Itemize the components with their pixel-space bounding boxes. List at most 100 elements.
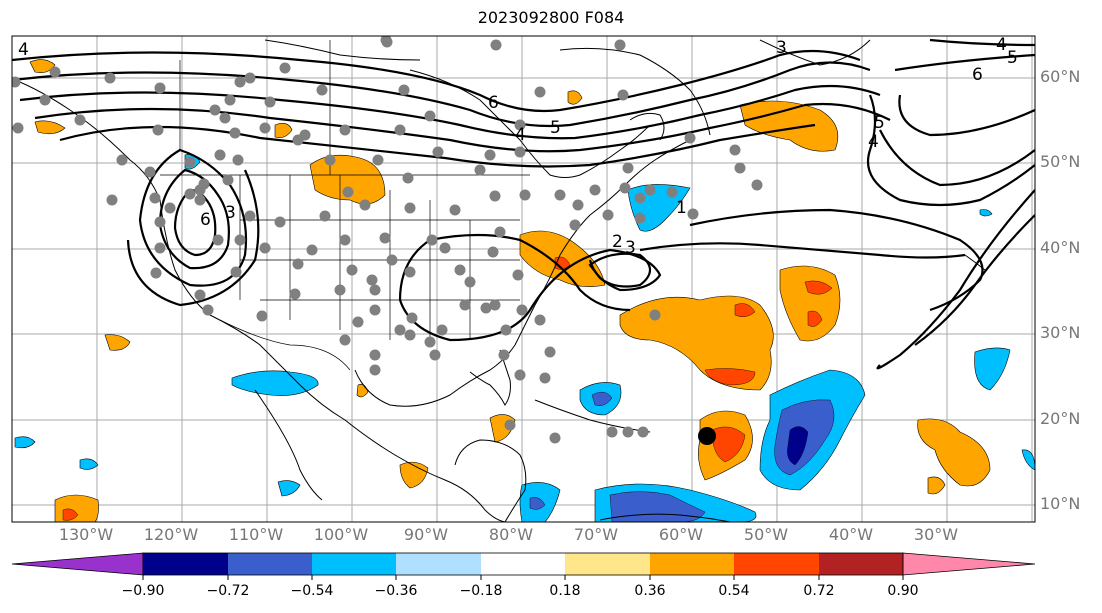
station-dot [622, 426, 634, 438]
station-dot [12, 122, 24, 134]
station-dot [500, 324, 512, 336]
anomaly-region [104, 334, 131, 351]
contour-label: 6 [972, 65, 983, 85]
station-dot [152, 124, 164, 136]
station-dot [74, 114, 86, 126]
station-dot [474, 164, 486, 176]
station-dot [589, 184, 601, 196]
lat-label: 50°N [1040, 152, 1081, 171]
contour-label-group: 6 5 4 6 3 2 3 1 4 5 6 5 4 3 4 [18, 35, 1018, 258]
contour-label: 4 [996, 35, 1007, 55]
station-dot [339, 124, 351, 136]
contour-label: 4 [18, 40, 29, 60]
anomaly-region [917, 418, 991, 487]
station-dot [104, 72, 116, 84]
anomaly-region [14, 436, 36, 449]
map-content [12, 36, 1035, 522]
station-dot [459, 299, 471, 311]
station-dot [534, 314, 546, 326]
station-dot [622, 162, 634, 174]
contour-label: 3 [776, 38, 787, 58]
station-dot [149, 192, 161, 204]
station-dot [334, 284, 346, 296]
contour-label: 3 [225, 203, 236, 223]
station-dot [352, 316, 364, 328]
station-dot [342, 186, 354, 198]
coastlines [14, 39, 986, 522]
station-dot [369, 304, 381, 316]
anomaly-region [399, 461, 429, 489]
station-dot [372, 154, 384, 166]
colorbar-segment [143, 553, 228, 575]
station-dot [380, 36, 392, 46]
colorbar-tick-label: −0.72 [206, 583, 250, 599]
anomaly-region [591, 391, 613, 406]
anomaly-region [29, 59, 56, 73]
anomaly-region [979, 209, 993, 217]
anomaly-region [974, 347, 1011, 391]
colorbar-tick-label: −0.36 [374, 583, 418, 599]
station-dot [394, 124, 406, 136]
lon-label: 110°W [228, 525, 284, 544]
station-dot [404, 266, 416, 278]
station-dot [369, 364, 381, 376]
lon-label: 80°W [488, 525, 534, 544]
anomaly-region [711, 426, 746, 463]
station-dot [549, 432, 561, 444]
station-dot [244, 72, 256, 84]
lat-label: 20°N [1040, 409, 1081, 428]
station-dot [489, 299, 501, 311]
colorbar-segment [228, 553, 312, 575]
colorbar-tick-label: 0.36 [634, 583, 666, 599]
anomaly-region [277, 480, 301, 497]
station-dot [436, 324, 448, 336]
station-dot [222, 174, 234, 186]
station-dot [292, 258, 304, 270]
station-dot [634, 212, 646, 224]
station-dot [299, 129, 311, 141]
colorbar-segment [819, 553, 903, 575]
station-dot [489, 190, 501, 202]
station-dot [514, 369, 526, 381]
station-dot [734, 162, 746, 174]
station-dot [684, 132, 696, 144]
station-dot [519, 189, 531, 201]
station-dot [487, 246, 499, 258]
station-dot [306, 244, 318, 256]
anomaly-region [739, 100, 839, 152]
station-dot [539, 372, 551, 384]
station-dot [202, 304, 214, 316]
height-contours [12, 38, 1035, 370]
lon-label: 100°W [313, 525, 369, 544]
station-dot [219, 112, 231, 124]
station-dot [644, 184, 656, 196]
station-dot [259, 122, 271, 134]
station-dot [429, 349, 441, 361]
anomaly-region [231, 370, 319, 396]
storm-center-marker [698, 427, 716, 445]
anomaly-region [734, 303, 756, 318]
contour-label: 2 [612, 232, 623, 252]
station-dot [544, 346, 556, 358]
station-dot [498, 349, 510, 361]
station-dot [369, 349, 381, 361]
station-dot [184, 188, 196, 200]
station-dot [619, 182, 631, 194]
lon-label: 90°W [403, 525, 449, 544]
station-dot [230, 266, 242, 278]
station-dot [514, 146, 526, 158]
station-dot [424, 110, 436, 122]
station-dot [274, 216, 286, 228]
lon-label: 50°W [743, 525, 789, 544]
station-dot [406, 312, 418, 324]
station-dot [194, 289, 206, 301]
station-dot [279, 62, 291, 74]
station-dot [687, 208, 699, 220]
lat-label: 40°N [1040, 238, 1081, 257]
station-dot [449, 204, 461, 216]
colorbar-tick-label: 0.72 [803, 583, 835, 599]
station-dot [154, 242, 166, 254]
station-dot [184, 156, 196, 168]
station-dot [339, 234, 351, 246]
station-dot [386, 254, 398, 266]
